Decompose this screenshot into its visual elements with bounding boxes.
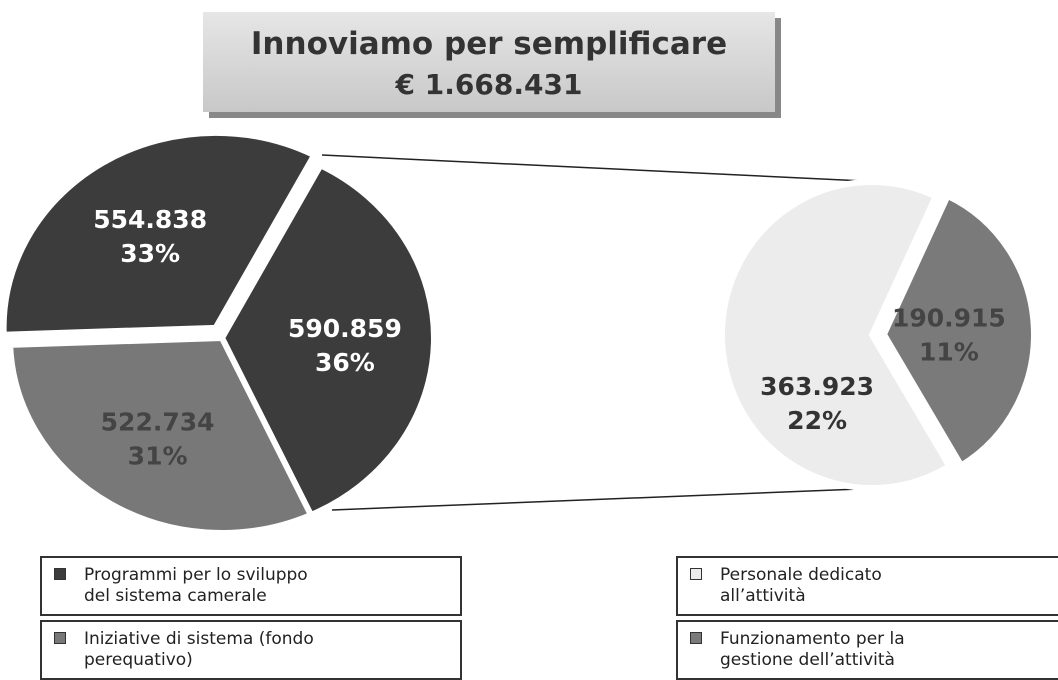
data-label: 363.923 22%: [760, 372, 874, 435]
legend-label: Programmi per lo sviluppo del sistema ca…: [84, 565, 308, 606]
chart-subtitle: € 1.668.431: [395, 68, 583, 101]
pie-slice: [719, 179, 954, 491]
value-label: 190.915: [892, 303, 1006, 332]
value-label: 363.923: [760, 372, 874, 401]
pie-slice: [880, 191, 1037, 470]
percent-label: 22%: [787, 406, 847, 435]
legend-label: Iniziative di sistema (fondo perequativo…: [84, 629, 314, 670]
connector: [321, 154, 886, 183]
percent-label: 11%: [919, 337, 979, 366]
percent-label: 33%: [120, 239, 180, 268]
legend-item: Iniziative di sistema (fondo perequativo…: [40, 620, 462, 680]
title-box: [203, 12, 775, 112]
legend-swatch: [54, 568, 66, 580]
legend-label: Funzionamento per la gestione dell’attiv…: [720, 629, 905, 670]
chart-title: Innoviamo per semplificare: [251, 26, 727, 62]
data-label: 554.838 33%: [93, 205, 207, 268]
legend-label: Personale dedicato all’attività: [720, 565, 882, 606]
value-label: 554.838: [93, 205, 207, 234]
connector: [331, 487, 886, 511]
data-label: 190.915 11%: [892, 303, 1006, 366]
legend-swatch: [54, 632, 66, 644]
legend-swatch: [690, 568, 702, 580]
legend-item: Programmi per lo sviluppo del sistema ca…: [40, 556, 462, 616]
value-label: 522.734: [101, 407, 215, 436]
pie-slice: [7, 334, 316, 536]
legend-swatch: [690, 632, 702, 644]
legend-item: Personale dedicato all’attività: [676, 556, 1058, 616]
percent-label: 31%: [128, 441, 188, 470]
legend-item: Funzionamento per la gestione dell’attiv…: [676, 620, 1058, 680]
pie-slice: [218, 161, 437, 519]
pie-slice: [0, 129, 319, 338]
data-label: 590.859 36%: [288, 314, 402, 377]
value-label: 590.859: [288, 314, 402, 343]
data-label: 522.734 31%: [101, 407, 215, 470]
percent-label: 36%: [315, 348, 375, 377]
